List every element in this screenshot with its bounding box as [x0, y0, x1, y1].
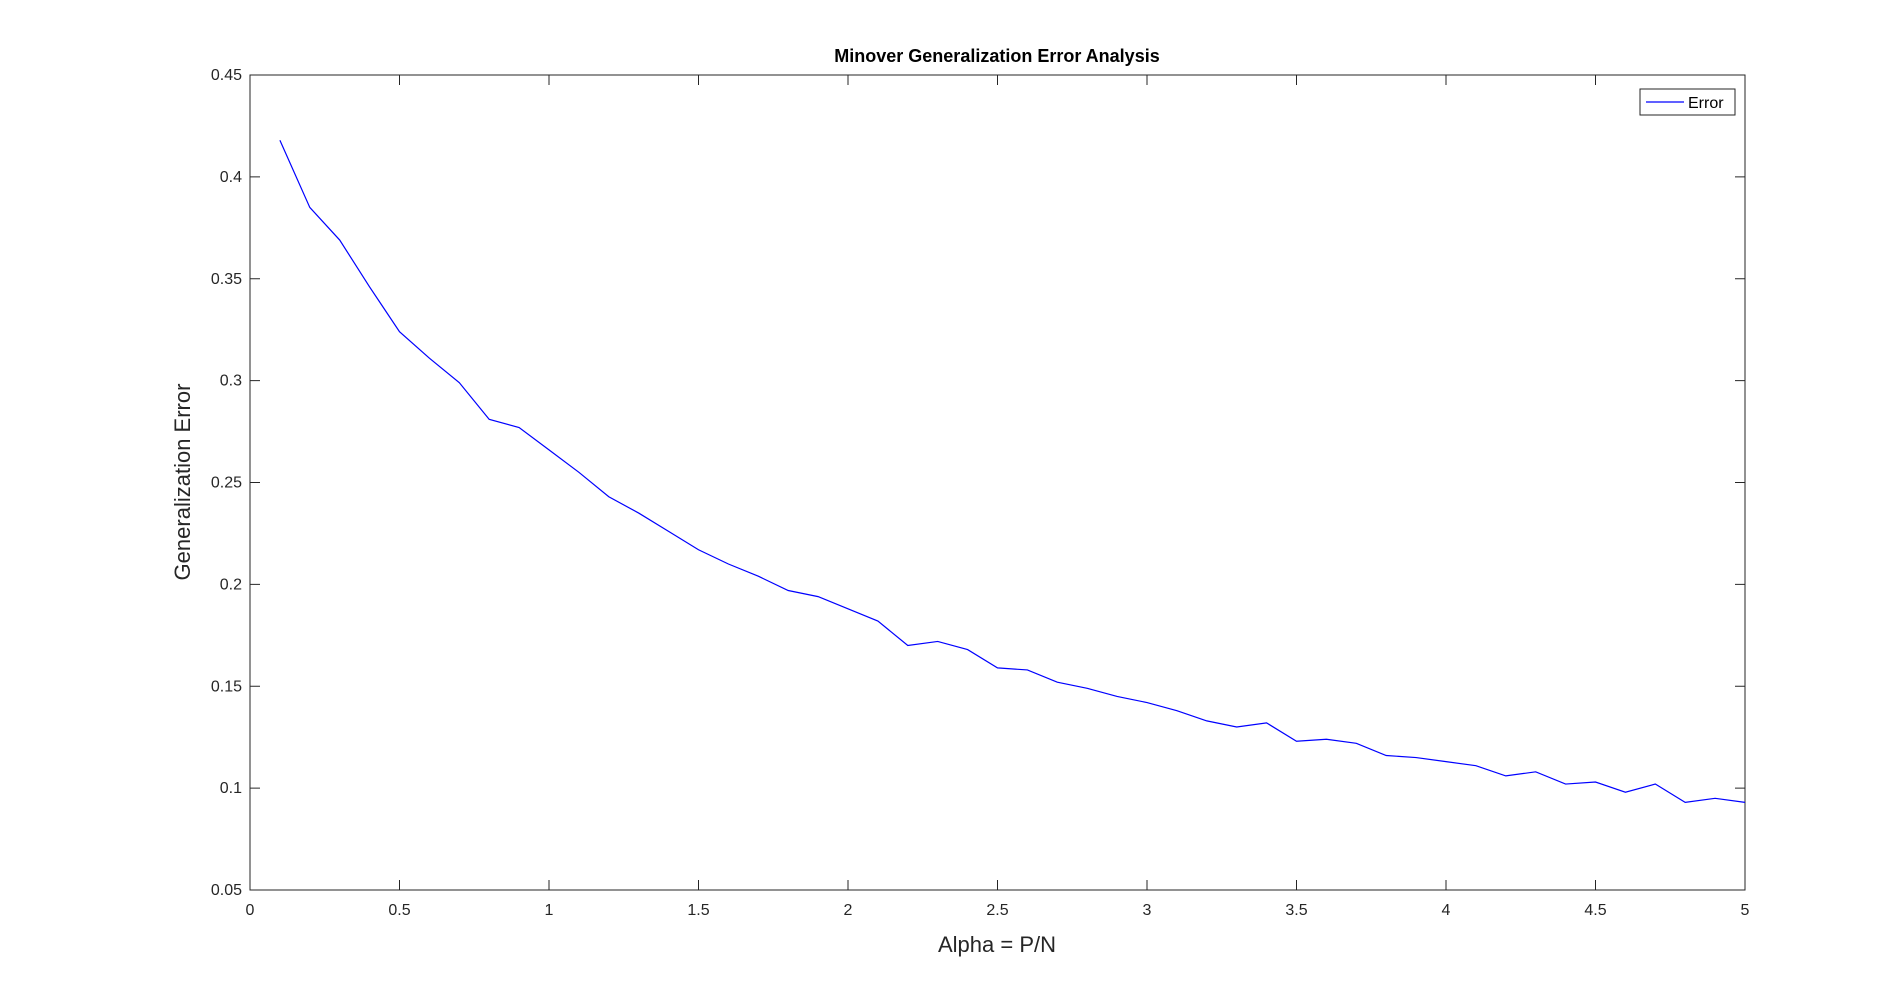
- x-tick-label: 0.5: [388, 902, 410, 919]
- legend: Error: [1639, 88, 1736, 116]
- series-line-error: [279, 139, 1746, 804]
- y-tick-label: 0.35: [211, 271, 242, 288]
- x-tick-label: 3.5: [1285, 902, 1307, 919]
- x-tick-label: 4: [1442, 902, 1451, 919]
- chart-title: Minover Generalization Error Analysis: [834, 46, 1159, 66]
- legend-label-error: Error: [1688, 95, 1724, 112]
- x-tick-label: 1: [545, 902, 554, 919]
- y-axis-label: Generalization Error: [170, 384, 195, 581]
- y-tick-label: 0.05: [211, 882, 242, 899]
- y-tick-labels: 0.05 0.1 0.15 0.2 0.25 0.3 0.35 0.4 0.45: [211, 67, 242, 899]
- y-tick-label: 0.3: [220, 373, 242, 390]
- x-tick-label: 2: [844, 902, 853, 919]
- y-tick-label: 0.2: [220, 576, 242, 593]
- x-tick-label: 2.5: [986, 902, 1008, 919]
- y-tick-label: 0.15: [211, 678, 242, 695]
- y-tick-label: 0.4: [220, 169, 242, 186]
- x-tick-label: 5: [1741, 902, 1750, 919]
- plot-area: [249, 74, 1746, 891]
- legend-box: [1639, 88, 1736, 116]
- ticks: [249, 74, 1746, 891]
- x-tick-labels: 0 0.5 1 1.5 2 2.5 3 3.5 4 4.5 5: [246, 902, 1750, 919]
- y-tick-label: 0.45: [211, 67, 242, 84]
- x-axis-label: Alpha = P/N: [938, 932, 1056, 957]
- y-tick-label: 0.25: [211, 475, 242, 492]
- x-tick-label: 4.5: [1584, 902, 1606, 919]
- x-tick-label: 3: [1143, 902, 1152, 919]
- x-tick-label: 0: [246, 902, 255, 919]
- x-tick-label: 1.5: [687, 902, 709, 919]
- y-tick-label: 0.1: [220, 780, 242, 797]
